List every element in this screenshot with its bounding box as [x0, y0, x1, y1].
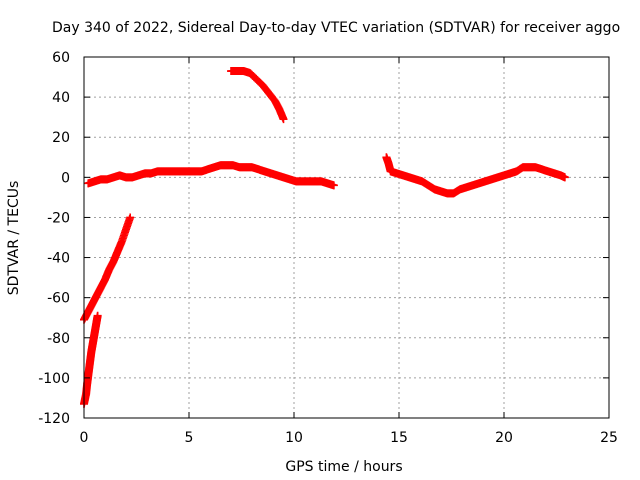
y-tick-label: 20: [52, 130, 70, 146]
y-tick-label: -40: [47, 251, 70, 267]
y-tick-label: -100: [38, 371, 70, 387]
series-arc-linear-rise: [80, 213, 135, 324]
y-axis-title: SDTVAR / TECUs: [6, 181, 22, 296]
y-tick-label: 0: [61, 170, 70, 186]
grid: [84, 57, 609, 418]
y-tick-label: -80: [47, 331, 70, 347]
chart-title: Day 340 of 2022, Sidereal Day-to-day VTE…: [52, 20, 620, 36]
y-tick-label: 40: [52, 90, 70, 106]
x-tick-label: 15: [390, 430, 408, 446]
series-arc-morning: [84, 161, 338, 190]
y-tick-label: -120: [38, 411, 70, 427]
x-axis-title: GPS time / hours: [285, 459, 402, 475]
plot-frame: [83, 56, 610, 419]
series-arc-high-decline: [227, 67, 288, 124]
x-tick-label: 20: [495, 430, 513, 446]
data-series: [80, 67, 569, 408]
x-tick-label: 25: [600, 430, 618, 446]
y-tick-label: 60: [52, 50, 70, 66]
data-point: [329, 181, 338, 190]
data-point: [126, 213, 135, 222]
y-tick-label: -60: [47, 291, 70, 307]
x-tick-labels: 0 5 10 15 20 25: [80, 430, 618, 446]
x-tick-label: 10: [285, 430, 303, 446]
data-point: [560, 173, 569, 182]
data-point: [93, 311, 102, 320]
series-arc-steep-rise: [80, 311, 102, 408]
y-tick-label: -20: [47, 210, 70, 226]
series-arc-evening: [382, 153, 569, 198]
y-tick-labels: -120 -100 -80 -60 -40 -20 0 20 40 60: [38, 50, 70, 427]
data-point: [279, 115, 288, 124]
x-tick-label: 0: [80, 430, 89, 446]
x-tick-label: 5: [185, 430, 194, 446]
ticks: [83, 56, 610, 419]
